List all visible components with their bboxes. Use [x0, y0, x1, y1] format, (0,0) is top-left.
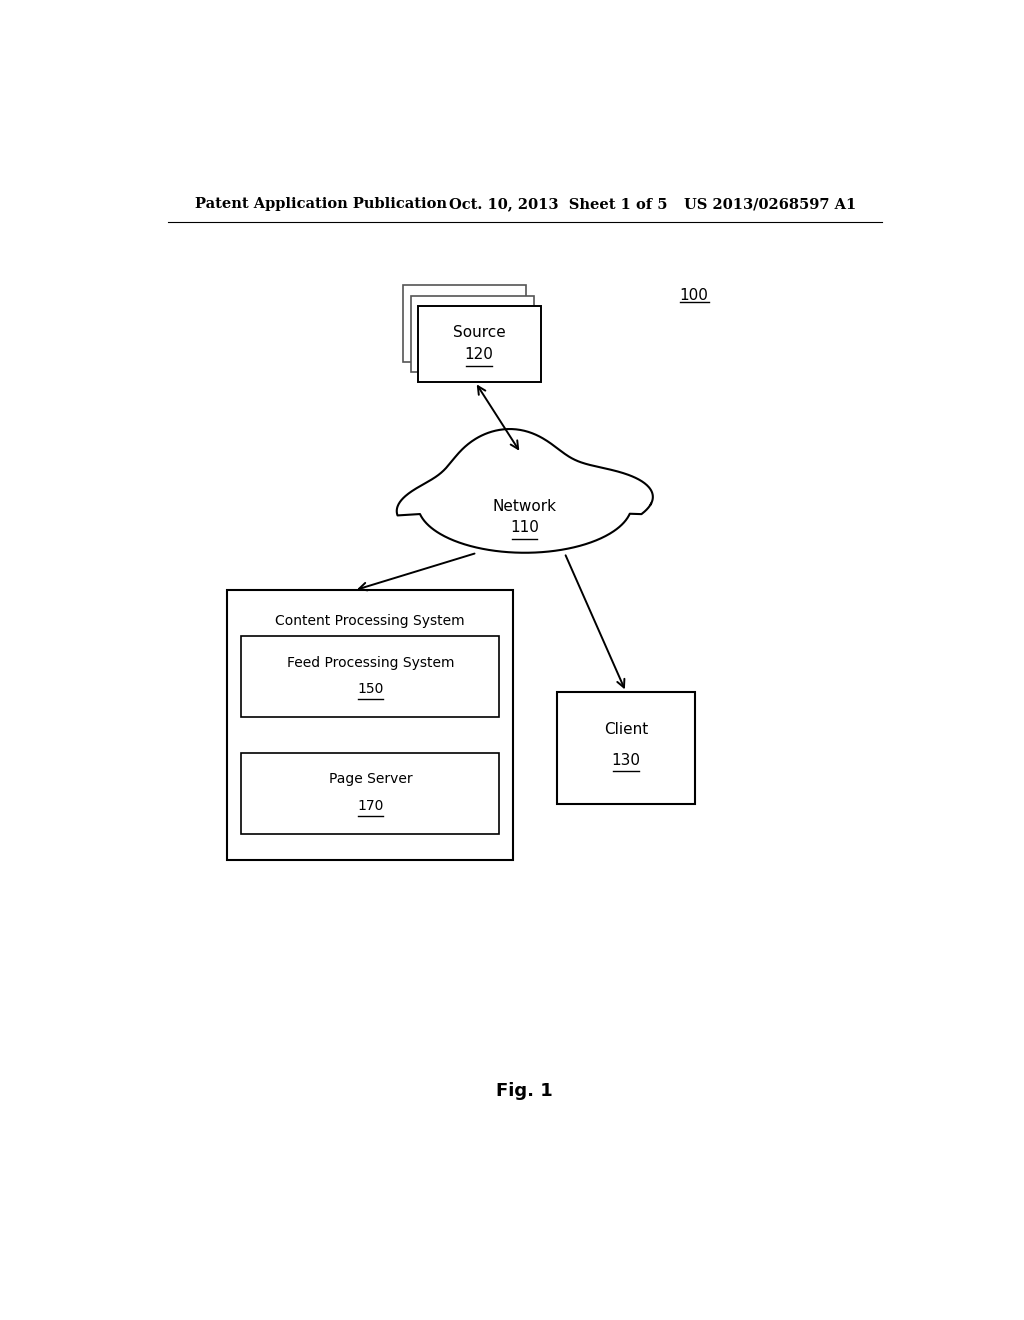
Text: Patent Application Publication: Patent Application Publication [196, 197, 447, 211]
Text: 100: 100 [680, 288, 709, 304]
Text: 150: 150 [357, 682, 384, 696]
Text: Network: Network [493, 499, 557, 513]
Text: Oct. 10, 2013  Sheet 1 of 5: Oct. 10, 2013 Sheet 1 of 5 [450, 197, 668, 211]
Text: 140: 140 [356, 636, 383, 651]
FancyBboxPatch shape [242, 752, 500, 834]
FancyBboxPatch shape [557, 692, 695, 804]
Polygon shape [396, 429, 653, 553]
Text: US 2013/0268597 A1: US 2013/0268597 A1 [684, 197, 856, 211]
Text: Client: Client [604, 722, 648, 737]
Text: 130: 130 [611, 752, 640, 768]
FancyBboxPatch shape [418, 306, 541, 381]
Text: 170: 170 [357, 799, 384, 813]
FancyBboxPatch shape [242, 636, 500, 718]
FancyBboxPatch shape [411, 296, 534, 372]
FancyBboxPatch shape [227, 590, 513, 859]
Text: Content Processing System: Content Processing System [275, 614, 465, 628]
Text: 110: 110 [510, 520, 540, 535]
Text: Feed Processing System: Feed Processing System [287, 656, 455, 669]
FancyBboxPatch shape [403, 285, 526, 362]
Text: 120: 120 [465, 347, 494, 363]
Text: Source: Source [453, 326, 506, 341]
Text: Page Server: Page Server [329, 772, 413, 787]
Text: Fig. 1: Fig. 1 [497, 1082, 553, 1101]
